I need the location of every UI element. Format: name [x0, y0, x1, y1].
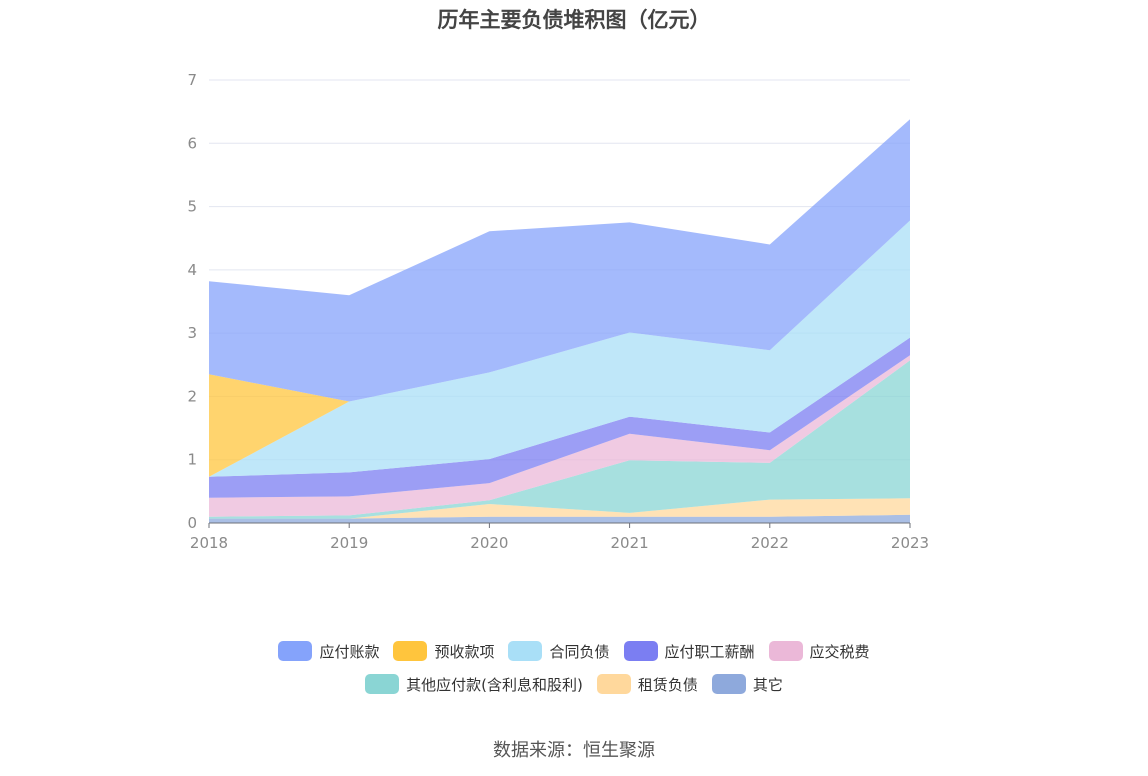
- area-series: [209, 119, 910, 523]
- legend-label: 其它: [752, 675, 783, 694]
- x-tick-label: 2019: [330, 534, 368, 552]
- legend-label: 其他应付款(含利息和股利): [406, 675, 583, 694]
- area-0: [209, 514, 910, 523]
- legend-label: 预收款项: [434, 642, 495, 661]
- x-tick-label: 2018: [190, 534, 228, 552]
- legend-swatch: [711, 674, 746, 694]
- y-tick-label: 2: [187, 387, 197, 405]
- legend-item[interactable]: 租赁负债: [596, 673, 698, 695]
- legend-swatch: [623, 641, 658, 661]
- legend-swatch: [393, 641, 428, 661]
- area-5: [209, 220, 910, 477]
- area-7: [209, 119, 910, 402]
- chart-title: 历年主要负债堆积图（亿元）: [437, 8, 711, 32]
- legend-swatch: [278, 641, 313, 661]
- y-tick-label: 7: [187, 71, 197, 89]
- legend-row-1: 应付账款 预收款项 合同负债 应付职工薪酬 应交税费: [0, 640, 1148, 662]
- y-tick-label: 4: [187, 261, 197, 279]
- legend-item[interactable]: 应付账款: [278, 640, 379, 662]
- x-tick-label: 2021: [611, 534, 649, 552]
- legend-label: 租赁负债: [637, 675, 698, 694]
- legend-item[interactable]: 其它: [711, 673, 783, 695]
- axes: 0 1 2 3 4 5 6 7 2018 2019 2020 2021 2022 2023: [187, 71, 929, 552]
- y-tick-label: 1: [187, 451, 197, 469]
- legend-swatch: [365, 674, 400, 694]
- legend-label: 应付职工薪酬: [664, 642, 755, 661]
- legend-item[interactable]: 其他应付款(含利息和股利): [365, 673, 583, 695]
- legend-item[interactable]: 预收款项: [393, 640, 494, 662]
- legend-item[interactable]: 合同负债: [508, 640, 610, 662]
- legend-row-2: 其他应付款(含利息和股利) 租赁负债 其它: [0, 673, 1148, 695]
- area-3: [209, 355, 910, 517]
- area-1: [209, 498, 910, 519]
- area-2: [209, 360, 910, 519]
- legend-swatch: [596, 674, 631, 694]
- legend-item[interactable]: 应付职工薪酬: [623, 640, 755, 662]
- legend-swatch: [768, 641, 803, 661]
- y-tick-label: 3: [187, 324, 197, 342]
- y-tick-label: 0: [187, 514, 197, 532]
- x-tick-label: 2022: [751, 534, 789, 552]
- legend-label: 应交税费: [809, 642, 870, 661]
- data-source: 数据来源：恒生聚源: [493, 740, 655, 761]
- x-tick-label: 2020: [470, 534, 508, 552]
- y-tick-label: 5: [187, 198, 197, 216]
- legend-item[interactable]: 应交税费: [768, 640, 870, 662]
- legend-swatch: [508, 641, 543, 661]
- stacked-area-chart: 0 1 2 3 4 5 6 7 2018 2019 2020 2021 2022 2023: [187, 71, 929, 552]
- x-tick-label: 2023: [891, 534, 929, 552]
- area-4: [209, 337, 910, 498]
- legend-label: 应付账款: [319, 642, 380, 661]
- legend-label: 合同负债: [549, 642, 610, 661]
- y-tick-label: 6: [187, 134, 197, 152]
